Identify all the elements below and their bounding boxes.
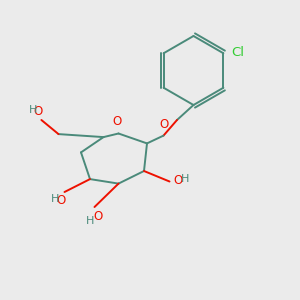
Text: H: H xyxy=(86,216,94,226)
Text: O: O xyxy=(112,115,122,128)
Text: O: O xyxy=(34,105,43,118)
Text: H: H xyxy=(29,105,37,115)
Text: O: O xyxy=(173,174,183,187)
Text: Cl: Cl xyxy=(231,46,244,59)
Text: O: O xyxy=(57,194,66,207)
Text: O: O xyxy=(160,118,169,131)
Text: O: O xyxy=(93,210,102,223)
Text: H: H xyxy=(181,174,189,184)
Text: H: H xyxy=(51,194,59,203)
